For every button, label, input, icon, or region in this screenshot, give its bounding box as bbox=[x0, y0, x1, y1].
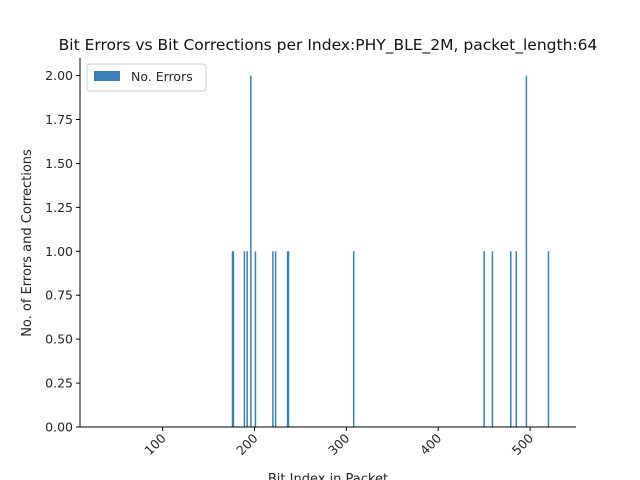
y-tick-label: 1.25 bbox=[45, 200, 73, 215]
chart-title: Bit Errors vs Bit Corrections per Index:… bbox=[59, 36, 598, 55]
y-tick-label: 1.50 bbox=[45, 156, 73, 171]
bar bbox=[250, 75, 252, 428]
x-tick-label: 400 bbox=[417, 430, 445, 458]
bar bbox=[547, 251, 550, 427]
y-tick-label: 2.00 bbox=[45, 68, 73, 83]
bar bbox=[274, 251, 277, 427]
bar bbox=[510, 251, 512, 427]
y-tick-label: 0.75 bbox=[45, 288, 73, 303]
y-axis-label: No. of Errors and Corrections bbox=[20, 149, 35, 337]
y-tick-label: 1.00 bbox=[45, 244, 73, 259]
legend: No. Errors bbox=[86, 63, 207, 92]
bar bbox=[231, 251, 234, 427]
bar bbox=[286, 251, 289, 427]
x-axis-ticks: 100 200 300 400 500 bbox=[141, 427, 536, 458]
y-tick-label: 1.75 bbox=[45, 112, 73, 127]
bar bbox=[246, 251, 248, 427]
axes bbox=[79, 58, 576, 428]
x-tick-label: 100 bbox=[141, 430, 169, 458]
bar bbox=[232, 251, 235, 427]
bar bbox=[254, 251, 257, 427]
bar bbox=[352, 251, 355, 427]
bar bbox=[483, 251, 485, 427]
legend-label: No. Errors bbox=[131, 69, 193, 84]
x-tick-label: 300 bbox=[325, 430, 353, 458]
bar bbox=[525, 75, 528, 428]
legend-swatch bbox=[94, 71, 120, 81]
bar bbox=[287, 251, 290, 427]
y-tick-label: 0.50 bbox=[45, 332, 73, 347]
x-tick-label: 500 bbox=[509, 430, 537, 458]
y-tick-label: 0.00 bbox=[45, 420, 73, 435]
bar bbox=[491, 251, 494, 427]
x-axis-label: Bit Index in Packet bbox=[268, 472, 388, 480]
x-tick-label: 200 bbox=[233, 430, 261, 458]
bar bbox=[272, 251, 274, 427]
y-tick-label: 0.25 bbox=[45, 376, 73, 391]
bar bbox=[515, 251, 518, 427]
y-axis-ticks: 0.00 0.25 0.50 0.75 1.00 1.25 1.50 1.75 2.00 bbox=[45, 68, 80, 435]
legend-frame bbox=[86, 63, 207, 92]
bars-layer bbox=[231, 75, 550, 428]
bar bbox=[243, 251, 246, 427]
